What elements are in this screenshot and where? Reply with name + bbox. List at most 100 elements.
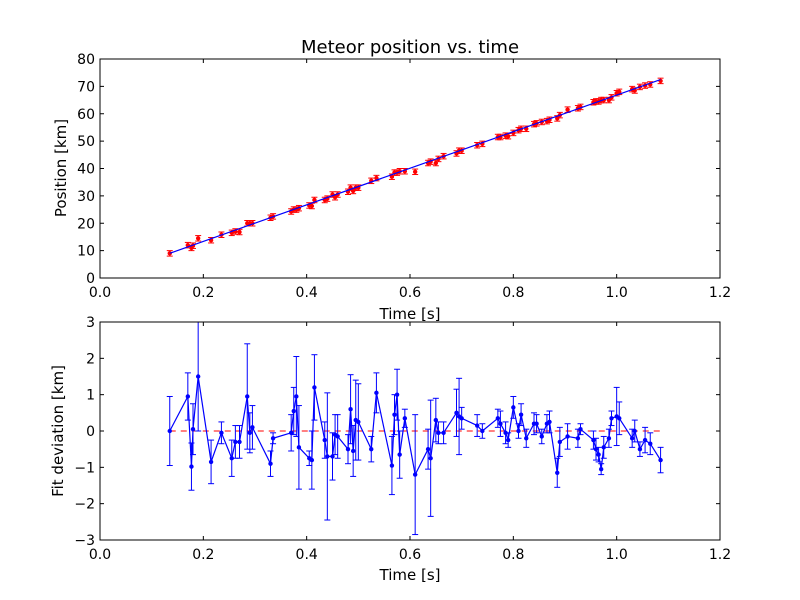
data-point bbox=[402, 416, 408, 421]
data-point bbox=[270, 436, 276, 441]
data-point bbox=[498, 421, 503, 426]
x-tick-label: 0.0 bbox=[89, 547, 111, 563]
data-point bbox=[629, 436, 635, 441]
data-point bbox=[658, 457, 663, 463]
plot-frame bbox=[99, 321, 721, 541]
data-point bbox=[596, 452, 601, 457]
data-point bbox=[233, 439, 238, 445]
plot-area: 0.0 0.2 0.4 0.6 0.8 1.0 1.2 0 10 20 30 40 50 60 70 80 bbox=[77, 52, 731, 301]
data-point bbox=[190, 426, 196, 432]
x-tick-label: 1.0 bbox=[606, 285, 628, 301]
data-point bbox=[195, 374, 201, 379]
data-point bbox=[593, 446, 599, 452]
data-point bbox=[428, 456, 433, 461]
x-tick-label: 1.2 bbox=[709, 547, 731, 563]
data-point bbox=[565, 434, 570, 439]
y-tick-label: −3 bbox=[74, 533, 95, 549]
x-tick-label: 0.2 bbox=[192, 285, 214, 301]
data-point bbox=[322, 437, 327, 443]
data-point bbox=[309, 457, 315, 463]
chart-title: Meteor position vs. time bbox=[301, 37, 519, 58]
data-point bbox=[195, 236, 201, 241]
data-point bbox=[350, 188, 356, 194]
y-tick-label: 0 bbox=[86, 271, 95, 287]
x-axis-label: Time [s] bbox=[379, 305, 441, 323]
data-point bbox=[505, 133, 511, 139]
data-point bbox=[250, 425, 255, 430]
x-tick-label: 0.8 bbox=[502, 547, 524, 563]
position-chart: Meteor position vs. time Time [s] Positi… bbox=[52, 37, 731, 323]
data-point bbox=[296, 445, 302, 450]
data-point bbox=[348, 407, 353, 412]
data-point bbox=[555, 116, 560, 121]
data-point bbox=[412, 472, 418, 477]
data-point bbox=[648, 441, 653, 446]
y-tick-label: 2 bbox=[86, 351, 95, 367]
data-point bbox=[425, 446, 431, 452]
data-point bbox=[309, 203, 315, 209]
plot-frame bbox=[99, 58, 721, 279]
data-point bbox=[617, 89, 622, 95]
data-point bbox=[312, 197, 317, 203]
data-point bbox=[330, 454, 335, 459]
data-point bbox=[374, 390, 379, 396]
data-point bbox=[601, 445, 606, 450]
data-point bbox=[294, 394, 299, 399]
data-point bbox=[609, 416, 614, 421]
y-tick-label: 70 bbox=[77, 79, 95, 95]
data-point bbox=[219, 430, 224, 436]
data-point bbox=[291, 408, 296, 414]
x-tick-label: 1.0 bbox=[606, 547, 628, 563]
data-point bbox=[208, 459, 214, 465]
data-point bbox=[459, 416, 464, 421]
plot-area: 0.0 0.2 0.4 0.6 0.8 1.0 1.2 −3 −2 −1 0 1 2 3 bbox=[74, 315, 731, 563]
y-tick-label: 40 bbox=[77, 162, 95, 178]
data-point bbox=[433, 417, 439, 423]
y-tick-label: −1 bbox=[74, 460, 95, 476]
data-point bbox=[505, 437, 511, 443]
data-point bbox=[436, 430, 441, 436]
y-tick-label: 20 bbox=[77, 216, 95, 232]
data-point bbox=[598, 466, 604, 472]
x-tick-label: 0.4 bbox=[296, 285, 318, 301]
data-point bbox=[245, 394, 250, 399]
y-axis-label: Fit deviation [km] bbox=[49, 365, 67, 497]
data-point bbox=[335, 434, 340, 439]
data-point bbox=[356, 419, 361, 425]
data-point bbox=[312, 385, 317, 390]
data-point bbox=[575, 436, 581, 441]
data-point bbox=[637, 446, 643, 452]
x-tick-label: 1.2 bbox=[709, 285, 731, 301]
data-point bbox=[591, 437, 596, 443]
data-point bbox=[632, 428, 637, 434]
data-point bbox=[474, 423, 480, 428]
data-point bbox=[394, 392, 400, 397]
data-point bbox=[539, 434, 544, 439]
data-point bbox=[617, 416, 622, 421]
y-tick-label: 1 bbox=[86, 388, 95, 404]
data-point bbox=[325, 454, 330, 459]
data-point bbox=[229, 456, 234, 461]
data-point bbox=[547, 419, 552, 425]
data-point bbox=[389, 463, 395, 468]
data-point bbox=[412, 169, 418, 174]
y-tick-label: 3 bbox=[86, 315, 95, 331]
data-point bbox=[167, 428, 172, 434]
y-tick-label: 60 bbox=[77, 107, 95, 123]
fit-line bbox=[169, 78, 661, 254]
y-tick-label: 50 bbox=[77, 134, 95, 150]
data-point bbox=[606, 436, 612, 441]
data-point bbox=[397, 452, 402, 457]
data-point bbox=[555, 470, 560, 475]
y-tick-label: −2 bbox=[74, 497, 95, 513]
deviation-chart: Time [s] Fit deviation [km] 0.0 0.2 0.4 0.6… bbox=[49, 315, 731, 584]
data-point bbox=[247, 430, 253, 436]
data-point bbox=[480, 428, 485, 434]
x-tick-label: 0.0 bbox=[89, 285, 111, 301]
data-point bbox=[658, 78, 663, 84]
data-point bbox=[642, 437, 648, 443]
data-point bbox=[518, 412, 524, 417]
data-point bbox=[345, 446, 351, 452]
data-point bbox=[369, 446, 374, 452]
